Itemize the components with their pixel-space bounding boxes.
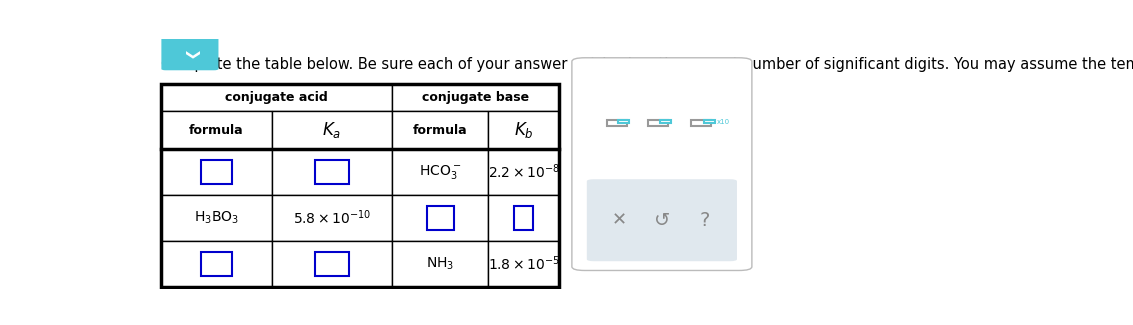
Text: x10: x10	[716, 119, 730, 125]
Text: conjugate acid: conjugate acid	[225, 91, 327, 104]
FancyBboxPatch shape	[315, 252, 349, 276]
FancyBboxPatch shape	[648, 120, 667, 126]
FancyBboxPatch shape	[427, 206, 453, 230]
FancyBboxPatch shape	[691, 120, 710, 126]
Text: $5.8 \times 10^{-10}$: $5.8 \times 10^{-10}$	[292, 209, 370, 227]
FancyBboxPatch shape	[617, 120, 629, 124]
FancyBboxPatch shape	[161, 84, 392, 111]
FancyBboxPatch shape	[572, 58, 752, 270]
Text: ❯: ❯	[182, 50, 197, 61]
FancyBboxPatch shape	[513, 206, 534, 230]
Text: $K_b$: $K_b$	[513, 120, 534, 140]
FancyBboxPatch shape	[488, 111, 559, 149]
FancyBboxPatch shape	[392, 111, 488, 149]
Text: ✕: ✕	[612, 211, 627, 229]
FancyBboxPatch shape	[488, 241, 559, 287]
FancyBboxPatch shape	[607, 120, 627, 126]
Text: formula: formula	[189, 124, 244, 136]
FancyBboxPatch shape	[161, 111, 272, 149]
Text: $\mathrm{H_3BO_3}$: $\mathrm{H_3BO_3}$	[194, 210, 239, 226]
FancyBboxPatch shape	[392, 84, 559, 111]
Text: Complete the table below. Be sure each of your answer entries has the correct nu: Complete the table below. Be sure each o…	[161, 57, 1133, 72]
FancyBboxPatch shape	[201, 160, 232, 184]
FancyBboxPatch shape	[315, 160, 349, 184]
FancyBboxPatch shape	[161, 241, 272, 287]
Text: $2.2 \times 10^{-8}$: $2.2 \times 10^{-8}$	[487, 162, 560, 181]
Text: $1.8 \times 10^{-5}$: $1.8 \times 10^{-5}$	[487, 254, 560, 273]
Text: $\mathrm{HCO_3^-}$: $\mathrm{HCO_3^-}$	[419, 163, 461, 181]
Text: ?: ?	[700, 211, 710, 230]
FancyBboxPatch shape	[201, 252, 232, 276]
FancyBboxPatch shape	[272, 195, 392, 241]
Text: formula: formula	[412, 124, 468, 136]
Text: $K_a$: $K_a$	[322, 120, 341, 140]
Text: $\mathrm{NH_3}$: $\mathrm{NH_3}$	[426, 255, 454, 272]
FancyBboxPatch shape	[272, 149, 392, 195]
FancyBboxPatch shape	[392, 241, 488, 287]
FancyBboxPatch shape	[272, 111, 392, 149]
FancyBboxPatch shape	[161, 38, 219, 70]
FancyBboxPatch shape	[488, 195, 559, 241]
FancyBboxPatch shape	[392, 195, 488, 241]
Text: ↺: ↺	[654, 211, 670, 230]
FancyBboxPatch shape	[488, 149, 559, 195]
Text: conjugate base: conjugate base	[421, 91, 529, 104]
FancyBboxPatch shape	[272, 241, 392, 287]
FancyBboxPatch shape	[161, 195, 272, 241]
FancyBboxPatch shape	[704, 120, 715, 123]
FancyBboxPatch shape	[392, 149, 488, 195]
FancyBboxPatch shape	[161, 149, 272, 195]
FancyBboxPatch shape	[587, 179, 736, 261]
FancyBboxPatch shape	[659, 120, 671, 123]
